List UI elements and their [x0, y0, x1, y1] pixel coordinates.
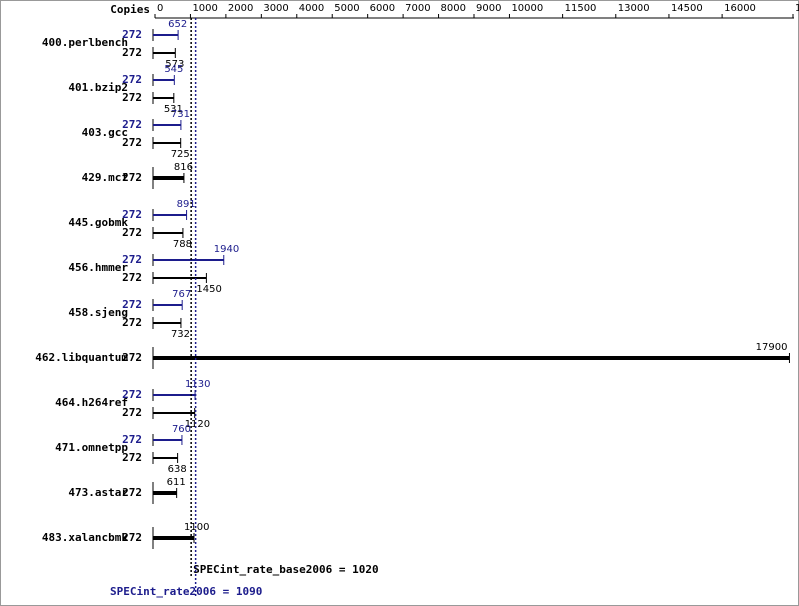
benchmark-label: 462.libquantum: [35, 351, 128, 364]
benchmark-label: 403.gcc: [82, 126, 128, 139]
benchmark-label: 471.omnetpp: [55, 441, 128, 454]
copies-label: 272: [122, 118, 142, 131]
copies-label: 272: [122, 351, 142, 364]
copies-label: 272: [122, 46, 142, 59]
benchmark-label: 483.xalancbmk: [42, 531, 128, 544]
x-tick-label: 6000: [370, 3, 395, 14]
benchmark-label: 401.bzip2: [68, 81, 128, 94]
value-label: 545: [164, 64, 183, 75]
copies-label: 272: [122, 208, 142, 221]
value-label: 731: [171, 109, 190, 120]
benchmark-label: 464.h264ref: [55, 396, 128, 409]
x-tick-label: 8000: [441, 3, 466, 14]
reference-label: SPECint_rate2006 = 1090: [110, 585, 262, 598]
benchmark-label: 473.astar: [68, 486, 128, 499]
copies-label: 272: [122, 136, 142, 149]
reference-label: SPECint_rate_base2006 = 1020: [193, 563, 378, 576]
value-label: 788: [173, 239, 192, 250]
value-label: 1130: [185, 379, 210, 390]
copies-label: 272: [122, 226, 142, 239]
x-tick-label: 11500: [565, 3, 597, 14]
x-tick-label: 0: [157, 3, 163, 14]
copies-label: 272: [122, 433, 142, 446]
copies-label: 272: [122, 253, 142, 266]
copies-label: 272: [122, 73, 142, 86]
value-label: 531: [164, 104, 183, 115]
value-label: 1450: [196, 284, 221, 295]
x-tick-label: 7000: [405, 3, 430, 14]
benchmark-label: 429.mcf: [82, 171, 128, 184]
copies-header: Copies: [110, 3, 150, 16]
x-tick-label: 13000: [618, 3, 650, 14]
copies-label: 272: [122, 451, 142, 464]
value-label: 767: [172, 289, 191, 300]
x-tick-label: 16000: [724, 3, 756, 14]
x-tick-label: 18000: [795, 3, 799, 14]
benchmark-label: 458.sjeng: [68, 306, 128, 319]
value-label: 638: [168, 464, 187, 475]
copies-label: 272: [122, 91, 142, 104]
value-label: 891: [177, 199, 196, 210]
copies-label: 272: [122, 271, 142, 284]
value-label: 732: [171, 329, 190, 340]
value-label: 17900: [756, 342, 788, 353]
copies-label: 272: [122, 406, 142, 419]
value-label: 1120: [185, 419, 210, 430]
x-tick-label: 10000: [511, 3, 543, 14]
x-tick-label: 4000: [299, 3, 324, 14]
x-tick-label: 14500: [671, 3, 703, 14]
value-label: 725: [171, 149, 190, 160]
copies-label: 272: [122, 531, 142, 544]
value-label: 816: [174, 162, 193, 173]
benchmark-label: 456.hmmer: [68, 261, 128, 274]
value-label: 611: [167, 477, 186, 488]
copies-label: 272: [122, 28, 142, 41]
copies-label: 272: [122, 316, 142, 329]
x-tick-label: 1000: [192, 3, 217, 14]
value-label: 760: [172, 424, 191, 435]
copies-label: 272: [122, 388, 142, 401]
x-tick-label: 5000: [334, 3, 359, 14]
x-tick-label: 9000: [476, 3, 501, 14]
value-label: 573: [165, 59, 184, 70]
value-label: 1100: [184, 522, 209, 533]
value-label: 652: [168, 19, 187, 30]
benchmark-label: 400.perlbench: [42, 36, 128, 49]
benchmark-label: 445.gobmk: [68, 216, 128, 229]
x-tick-label: 2000: [228, 3, 253, 14]
copies-label: 272: [122, 171, 142, 184]
x-tick-label: 3000: [263, 3, 288, 14]
copies-label: 272: [122, 298, 142, 311]
value-label: 1940: [214, 244, 239, 255]
copies-label: 272: [122, 486, 142, 499]
